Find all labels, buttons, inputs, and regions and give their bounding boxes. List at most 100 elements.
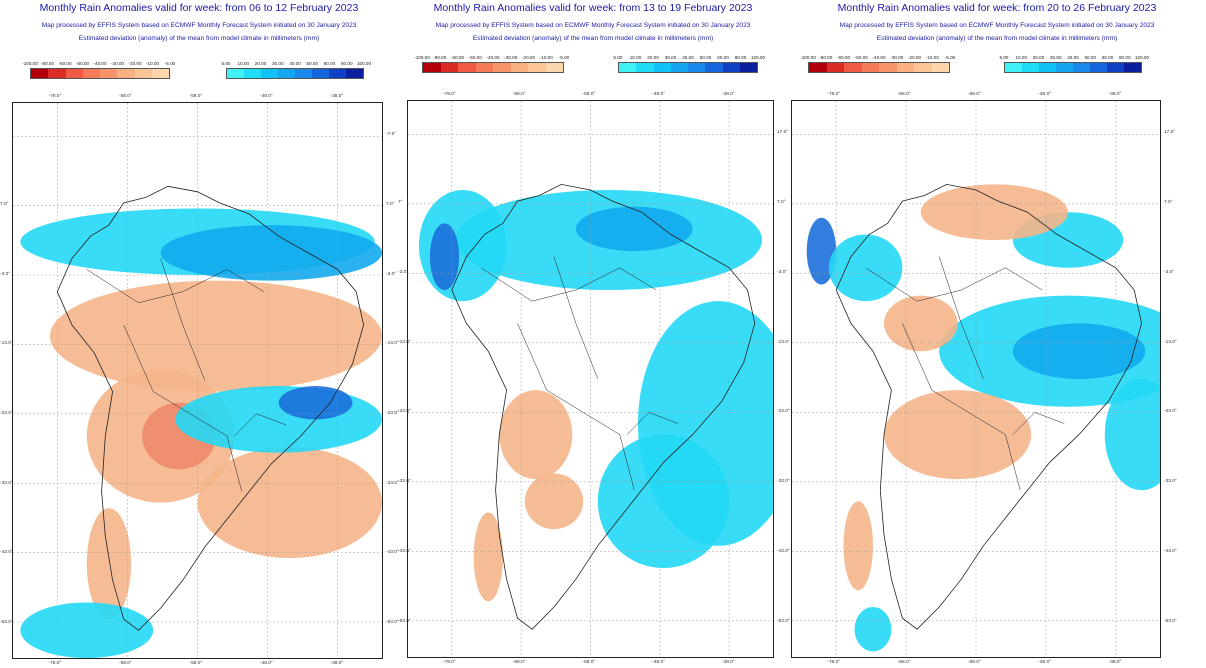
legend-tick-label: 40.00 xyxy=(289,61,301,66)
latitude-label: 7.0° xyxy=(386,202,395,208)
panel-units-line: Estimated deviation (anomaly) of the mea… xyxy=(78,35,320,42)
legend-tick-label: -60.00 xyxy=(58,61,72,66)
legend-wet-colorbar xyxy=(618,62,758,73)
legend-tick-label: 5.00 xyxy=(999,55,1009,60)
legend-tick-label: 20.00 xyxy=(1032,55,1045,60)
longitude-label: -48.0° xyxy=(259,94,273,99)
legend-swatch xyxy=(329,69,346,78)
wet-anomaly-area xyxy=(854,606,892,652)
legend-swatch xyxy=(1073,63,1090,72)
dry-anomaly-area xyxy=(920,184,1068,240)
latitude-label: -53.0° xyxy=(0,619,13,625)
latitude-label: 7.0° xyxy=(0,202,9,208)
wet-anomaly-area xyxy=(20,602,154,658)
latitude-label: -33.0° xyxy=(1164,479,1177,485)
legend-swatch xyxy=(227,69,244,78)
latitude-label: -53.0° xyxy=(777,618,790,624)
latitude-label: -23.0° xyxy=(0,410,13,416)
longitude-label: -78.0° xyxy=(48,661,62,666)
legend-tick-label: 5.00 xyxy=(613,55,623,60)
longitude-label: -68.0° xyxy=(119,661,132,666)
legend-tick-label: -100.00 xyxy=(800,55,816,60)
legend-swatch xyxy=(722,63,740,72)
panel-title: Monthly Rain Anomalies valid for week: f… xyxy=(837,2,1157,14)
latitude-label: -3.0° xyxy=(0,271,11,277)
legend-tick-label: -30.00 xyxy=(890,55,904,60)
legend-tick-label: -60.00 xyxy=(450,55,465,60)
legend-tick-label: -60.00 xyxy=(836,55,851,60)
dry-anomaly-area xyxy=(843,501,873,591)
legend-swatch xyxy=(312,69,329,78)
latitude-label: -53.0° xyxy=(1164,618,1177,624)
country-border xyxy=(626,412,679,435)
country-border xyxy=(517,323,635,491)
legend-tick-label: 5.00 xyxy=(221,61,231,66)
latitude-label: -33.0° xyxy=(398,479,411,485)
legend-swatch xyxy=(809,63,827,72)
graticule xyxy=(792,101,1160,657)
legend-wet: 5.00 10.00 20.00 30.00 40.00 50.00 60.00 80.00 1… xyxy=(222,61,372,81)
legend-swatch xyxy=(688,63,706,72)
legend-tick-label: 30.00 xyxy=(1050,55,1062,60)
legend-tick-label: -10.00 xyxy=(539,55,553,60)
legend-wet-labels: 5.00 10.00 20.00 30.00 40.00 50.00 60.00 80.00 1… xyxy=(222,61,372,68)
dry-anomaly-area xyxy=(499,390,573,480)
longitude-label: -48.0° xyxy=(1038,660,1052,665)
legend-swatch xyxy=(295,69,312,78)
legend-tick-label: 20.00 xyxy=(254,61,267,66)
legend-tick-label: -80.00 xyxy=(433,55,447,60)
legend-tick-label: -10.00 xyxy=(925,55,939,60)
legend-swatch xyxy=(100,69,118,78)
coastline xyxy=(56,185,365,631)
legend-wet-labels: 5.00 10.00 20.00 30.00 40.00 50.00 60.00 80.00 1… xyxy=(614,55,766,62)
wet-anomaly-area xyxy=(575,206,693,252)
legend-swatch xyxy=(619,63,637,72)
longitude-label: -38.0° xyxy=(1108,92,1122,97)
legend-tick-label: -20.00 xyxy=(907,55,922,60)
legend-tick-label: -20.00 xyxy=(521,55,536,60)
latitude-label: -3.0° xyxy=(386,271,397,277)
longitude-label: -68.0° xyxy=(897,660,911,665)
legend-dry-labels: -100.00 -80.00 -60.00 -50.00 -40.00 -30.00 -20… xyxy=(22,61,175,68)
legend-tick-label: -10.00 xyxy=(145,61,160,66)
longitude-label: -38.0° xyxy=(721,660,735,665)
legend-tick-label: 80.00 xyxy=(341,61,353,66)
latitude-label: -43.0° xyxy=(0,550,13,556)
legend-swatch xyxy=(151,69,169,78)
latitude-label: -23.0° xyxy=(1164,409,1177,415)
latitude-label: -13.0° xyxy=(777,339,790,345)
graticule xyxy=(13,103,382,658)
country-border xyxy=(86,269,265,304)
longitude-label: -58.0° xyxy=(189,94,203,99)
legend-dry-labels: -100.00 -80.00 -60.00 -50.00 -40.00 -30.00 -20… xyxy=(800,55,955,62)
longitude-label: -48.0° xyxy=(259,661,273,666)
wet-anomaly-area xyxy=(1104,379,1160,491)
longitude-label: -48.0° xyxy=(1038,92,1052,97)
longitude-label: -38.0° xyxy=(330,661,344,666)
panel-units-line: Estimated deviation (anomaly) of the mea… xyxy=(472,35,714,42)
latitude-label: -23.0° xyxy=(398,409,411,415)
longitude-label: -38.0° xyxy=(330,94,344,99)
latitude-label: -13.0° xyxy=(0,341,13,347)
latitude-label: -43.0° xyxy=(398,548,411,554)
latitude-label: -43.0° xyxy=(1164,548,1177,554)
legend-swatch xyxy=(896,63,914,72)
dry-anomaly-area xyxy=(884,295,958,352)
legend-tick-label: -40.00 xyxy=(93,61,107,66)
wet-anomaly-area xyxy=(160,225,382,281)
legend-swatch xyxy=(861,63,879,72)
legend-swatch xyxy=(1107,63,1124,72)
legend-dry-colorbar xyxy=(30,68,170,79)
dry-anomaly-area xyxy=(197,447,382,559)
legend-swatch xyxy=(261,69,278,78)
latitude-label: 17.0° xyxy=(1164,130,1176,136)
longitude-label: -78.0° xyxy=(443,660,456,665)
legend-swatch xyxy=(475,63,493,72)
longitude-label: -48.0° xyxy=(652,660,666,665)
country-border xyxy=(902,323,1021,491)
longitude-label: -68.0° xyxy=(512,92,526,97)
wet-anomaly-area xyxy=(597,434,730,569)
anomaly-map xyxy=(12,102,383,659)
legend-wet: 5.00 10.00 20.00 30.00 40.00 50.00 60.00 80.00 1… xyxy=(1000,55,1149,75)
legend-swatch xyxy=(1005,63,1022,72)
